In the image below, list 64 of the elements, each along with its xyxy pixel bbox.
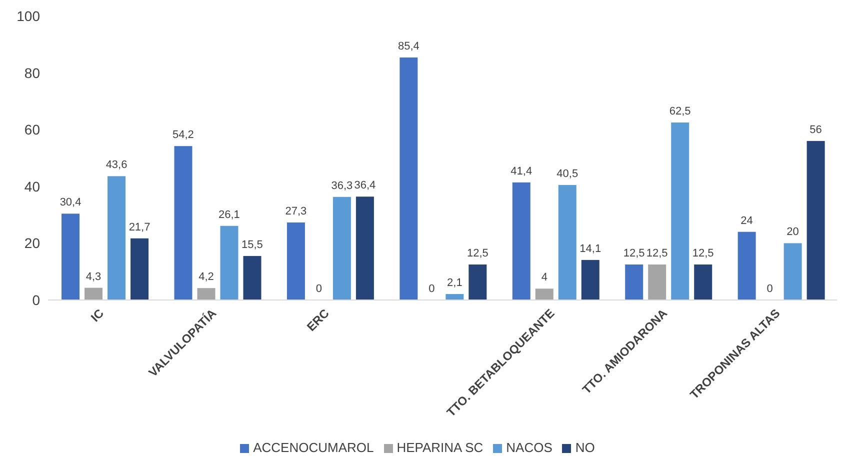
bar: [581, 260, 600, 300]
bar: [220, 226, 238, 300]
data-label: 4,2: [198, 271, 214, 284]
data-label: 40,5: [556, 168, 578, 180]
data-label: 0: [428, 283, 435, 295]
bar: [648, 264, 666, 300]
data-label: 85,4: [398, 40, 420, 52]
y-tick-label: 0: [32, 292, 40, 308]
y-tick-label: 60: [24, 122, 40, 138]
bar: [286, 222, 305, 300]
data-label: 12,5: [646, 248, 668, 260]
bar: [694, 264, 712, 300]
data-label: 14,1: [580, 242, 602, 255]
y-tick-label: 20: [24, 235, 40, 252]
legend-label: ACCENOCUMAROL: [253, 440, 374, 455]
data-label: 56: [810, 124, 822, 136]
data-label: 41,4: [510, 165, 532, 178]
legend-label: NO: [575, 440, 595, 455]
data-label: 12,5: [466, 248, 488, 260]
y-tick-label: 80: [24, 64, 40, 81]
data-label: 24: [740, 214, 753, 227]
bar: [197, 288, 216, 300]
data-label: 36,4: [354, 180, 376, 192]
data-label: 27,3: [285, 205, 307, 218]
bar: [738, 232, 756, 300]
bar: [356, 196, 374, 300]
legend-label: NACOS: [506, 440, 552, 455]
bar: [243, 256, 262, 300]
data-label: 2,1: [447, 277, 462, 290]
data-label: 43,6: [106, 159, 128, 172]
bar: [84, 288, 103, 300]
data-label: 36,3: [331, 180, 353, 192]
data-label: 62,5: [669, 106, 691, 118]
bar: [400, 57, 418, 300]
data-label: 30,4: [60, 196, 82, 209]
bar: [174, 146, 192, 300]
data-label: 4,3: [86, 270, 102, 283]
legend-label: HEPARINA SC: [396, 440, 484, 455]
x-tick-label: IC: [88, 306, 107, 325]
bar: [108, 176, 126, 300]
bar: [806, 140, 825, 300]
bar: [62, 214, 80, 300]
bar: [468, 264, 487, 300]
bar: [558, 184, 576, 300]
data-label: 15,5: [242, 238, 263, 251]
bar: [535, 288, 554, 300]
data-label: 20: [786, 226, 799, 238]
data-label: 0: [316, 283, 322, 295]
bar: [130, 238, 149, 300]
data-label: 4: [541, 272, 548, 284]
data-label: 0: [766, 283, 773, 295]
data-label: 26,1: [218, 208, 240, 221]
bar: [625, 264, 644, 300]
data-label: 54,2: [172, 129, 194, 142]
bar: [332, 196, 351, 300]
bar: [671, 122, 690, 300]
data-label: 21,7: [128, 221, 150, 234]
bar: [784, 243, 802, 300]
bar: [446, 294, 464, 300]
y-tick-label: 40: [24, 178, 40, 194]
y-tick-label: 100: [16, 8, 40, 24]
data-label: 12,5: [692, 248, 714, 260]
data-label: 12,5: [623, 248, 645, 260]
bar: [512, 182, 530, 300]
